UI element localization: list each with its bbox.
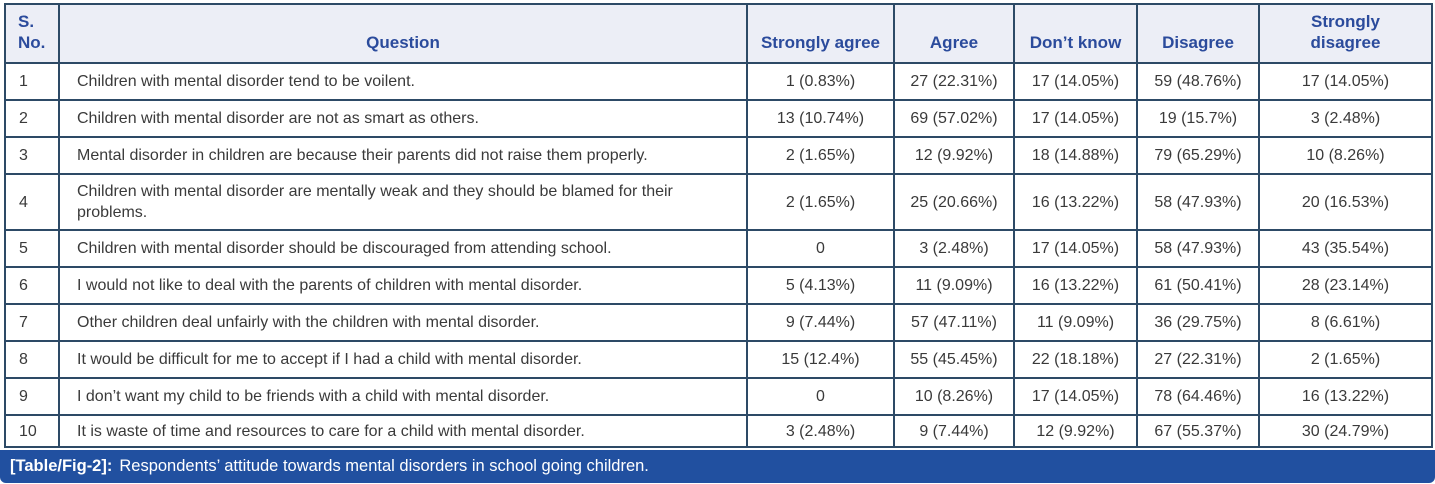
agree-cell: 69 (57.02%): [893, 99, 1015, 138]
question-cell: Other children deal unfairly with the ch…: [58, 303, 748, 342]
agree-cell: 12 (9.92%): [893, 136, 1015, 175]
question-cell: It would be difficult for me to accept i…: [58, 340, 748, 379]
table-row: 3 Mental disorder in children are becaus…: [4, 136, 1433, 175]
question-cell: Children with mental disorder are mental…: [58, 173, 748, 231]
strongly-disagree-cell: 30 (24.79%): [1258, 414, 1433, 448]
disagree-cell: 19 (15.7%): [1136, 99, 1260, 138]
header-agree: Agree: [893, 3, 1015, 64]
strongly-agree-cell: 3 (2.48%): [746, 414, 895, 448]
serial-number-cell: 7: [4, 303, 60, 342]
question-cell: I don’t want my child to be friends with…: [58, 377, 748, 416]
header-serial-number: S. No.: [4, 3, 60, 64]
disagree-cell: 58 (47.93%): [1136, 229, 1260, 268]
strongly-disagree-cell: 28 (23.14%): [1258, 266, 1433, 305]
serial-number-cell: 6: [4, 266, 60, 305]
disagree-cell: 27 (22.31%): [1136, 340, 1260, 379]
serial-number-cell: 9: [4, 377, 60, 416]
dont-know-cell: 12 (9.92%): [1013, 414, 1138, 448]
table-row: 6 I would not like to deal with the pare…: [4, 266, 1433, 305]
strongly-agree-cell: 9 (7.44%): [746, 303, 895, 342]
strongly-agree-cell: 0: [746, 229, 895, 268]
header-dont-know: Don’t know: [1013, 3, 1138, 64]
table-row: 9 I don’t want my child to be friends wi…: [4, 377, 1433, 416]
dont-know-cell: 11 (9.09%): [1013, 303, 1138, 342]
strongly-agree-cell: 13 (10.74%): [746, 99, 895, 138]
strongly-disagree-cell: 3 (2.48%): [1258, 99, 1433, 138]
question-cell: Mental disorder in children are because …: [58, 136, 748, 175]
strongly-disagree-cell: 10 (8.26%): [1258, 136, 1433, 175]
header-disagree: Disagree: [1136, 3, 1260, 64]
table-body: 1 Children with mental disorder tend to …: [4, 62, 1433, 448]
strongly-agree-cell: 2 (1.65%): [746, 136, 895, 175]
header-strongly-agree: Strongly agree: [746, 3, 895, 64]
serial-number-cell: 2: [4, 99, 60, 138]
agree-cell: 25 (20.66%): [893, 173, 1015, 231]
question-cell: Children with mental disorder should be …: [58, 229, 748, 268]
strongly-agree-cell: 1 (0.83%): [746, 62, 895, 101]
table-row: 4 Children with mental disorder are ment…: [4, 173, 1433, 231]
table-header-row: S. No. Question Strongly agree Agree Don…: [4, 3, 1433, 64]
strongly-disagree-cell: 16 (13.22%): [1258, 377, 1433, 416]
agree-cell: 3 (2.48%): [893, 229, 1015, 268]
table-row: 1 Children with mental disorder tend to …: [4, 62, 1433, 101]
caption-text: Respondents’ attitude towards mental dis…: [119, 457, 649, 475]
table-row: 8 It would be difficult for me to accept…: [4, 340, 1433, 379]
dont-know-cell: 16 (13.22%): [1013, 173, 1138, 231]
question-cell: Children with mental disorder are not as…: [58, 99, 748, 138]
header-strongly-disagree-label: Strongly disagree: [1310, 12, 1381, 52]
disagree-cell: 78 (64.46%): [1136, 377, 1260, 416]
question-cell: It is waste of time and resources to car…: [58, 414, 748, 448]
strongly-disagree-cell: 8 (6.61%): [1258, 303, 1433, 342]
agree-cell: 27 (22.31%): [893, 62, 1015, 101]
strongly-disagree-cell: 2 (1.65%): [1258, 340, 1433, 379]
caption-label: [Table/Fig-2]:: [10, 457, 113, 475]
agree-cell: 10 (8.26%): [893, 377, 1015, 416]
serial-number-cell: 8: [4, 340, 60, 379]
question-cell: I would not like to deal with the parent…: [58, 266, 748, 305]
dont-know-cell: 17 (14.05%): [1013, 229, 1138, 268]
serial-number-cell: 5: [4, 229, 60, 268]
table-row: 7 Other children deal unfairly with the …: [4, 303, 1433, 342]
disagree-cell: 59 (48.76%): [1136, 62, 1260, 101]
header-strongly-disagree: Strongly disagree: [1258, 3, 1433, 64]
agree-cell: 55 (45.45%): [893, 340, 1015, 379]
dont-know-cell: 17 (14.05%): [1013, 62, 1138, 101]
disagree-cell: 79 (65.29%): [1136, 136, 1260, 175]
table-row: 5 Children with mental disorder should b…: [4, 229, 1433, 268]
header-question: Question: [58, 3, 748, 64]
strongly-disagree-cell: 43 (35.54%): [1258, 229, 1433, 268]
attitude-table: S. No. Question Strongly agree Agree Don…: [4, 3, 1433, 448]
question-cell: Children with mental disorder tend to be…: [58, 62, 748, 101]
dont-know-cell: 22 (18.18%): [1013, 340, 1138, 379]
disagree-cell: 58 (47.93%): [1136, 173, 1260, 231]
strongly-disagree-cell: 20 (16.53%): [1258, 173, 1433, 231]
agree-cell: 9 (7.44%): [893, 414, 1015, 448]
disagree-cell: 36 (29.75%): [1136, 303, 1260, 342]
disagree-cell: 67 (55.37%): [1136, 414, 1260, 448]
serial-number-cell: 1: [4, 62, 60, 101]
serial-number-cell: 4: [4, 173, 60, 231]
serial-number-cell: 3: [4, 136, 60, 175]
serial-number-cell: 10: [4, 414, 60, 448]
strongly-agree-cell: 0: [746, 377, 895, 416]
agree-cell: 11 (9.09%): [893, 266, 1015, 305]
dont-know-cell: 17 (14.05%): [1013, 377, 1138, 416]
strongly-agree-cell: 5 (4.13%): [746, 266, 895, 305]
table-row: 10 It is waste of time and resources to …: [4, 414, 1433, 448]
figure-caption-bar: [Table/Fig-2]: Respondents’ attitude tow…: [0, 450, 1435, 483]
strongly-disagree-cell: 17 (14.05%): [1258, 62, 1433, 101]
dont-know-cell: 16 (13.22%): [1013, 266, 1138, 305]
dont-know-cell: 18 (14.88%): [1013, 136, 1138, 175]
dont-know-cell: 17 (14.05%): [1013, 99, 1138, 138]
disagree-cell: 61 (50.41%): [1136, 266, 1260, 305]
table-row: 2 Children with mental disorder are not …: [4, 99, 1433, 138]
agree-cell: 57 (47.11%): [893, 303, 1015, 342]
strongly-agree-cell: 2 (1.65%): [746, 173, 895, 231]
strongly-agree-cell: 15 (12.4%): [746, 340, 895, 379]
